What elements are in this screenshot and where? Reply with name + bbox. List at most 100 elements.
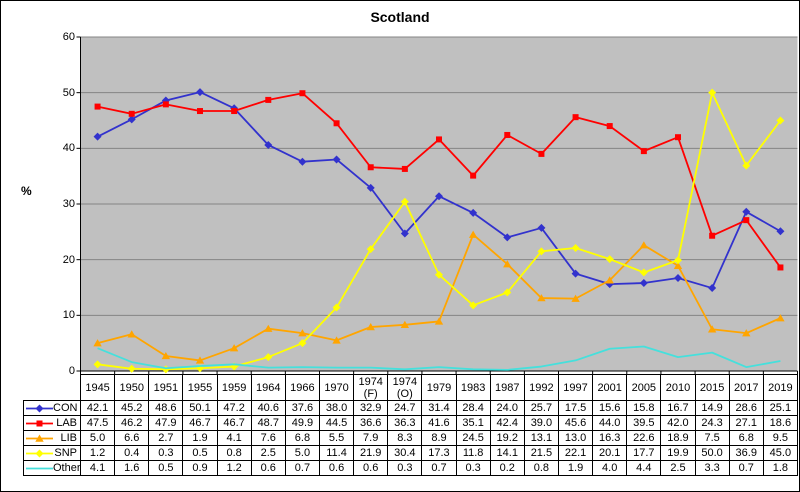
snp-marker	[332, 303, 341, 312]
snp-marker	[776, 116, 785, 125]
value-cell: 41.6	[421, 415, 457, 431]
value-cell: 0.8	[216, 445, 252, 461]
value-cell: 7.5	[694, 430, 730, 446]
table-row-snp: SNP 1.2 0.4 0.3 0.5 0.8 2.5 5.0 11.4 21.9 30.4 17.3…	[23, 445, 798, 461]
y-axis-tick-label: 60	[62, 31, 75, 43]
year-header-cell: 1951	[148, 374, 184, 401]
value-cell: 2.5	[250, 445, 286, 461]
year-header-cell: 1997	[557, 374, 594, 401]
con-marker	[93, 132, 102, 141]
value-cell: 18.9	[660, 430, 696, 446]
con-marker	[469, 208, 478, 217]
value-cell: 0.9	[182, 460, 218, 476]
value-cell: 5.0	[79, 430, 116, 446]
lab-marker	[777, 264, 784, 271]
value-cell: 0.7	[728, 460, 764, 476]
year-header-cell: 1979	[421, 374, 457, 401]
value-cell: 17.7	[626, 445, 662, 461]
lab-marker	[367, 164, 374, 171]
year-header-cell: 1970	[318, 374, 355, 401]
value-cell: 39.5	[626, 415, 662, 431]
legend-key-other-icon	[26, 467, 53, 469]
year-header-cell: 2001	[592, 374, 628, 401]
value-cell: 0.5	[182, 445, 218, 461]
value-cell: 20.1	[592, 445, 628, 461]
y-axis-tick-label: 10	[62, 309, 75, 322]
year-header-cell: 2015	[694, 374, 730, 401]
year-header-cell: 2019	[762, 374, 798, 401]
lab-marker	[94, 103, 101, 110]
value-cell: 1.9	[182, 430, 218, 446]
con-marker	[571, 269, 580, 278]
year-header-cell: 1955	[182, 374, 218, 401]
value-cell: 1.8	[762, 460, 798, 476]
lib-marker	[537, 294, 546, 302]
value-cell: 47.2	[216, 400, 252, 416]
value-cell: 25.7	[523, 400, 559, 416]
value-cell: 46.2	[114, 415, 150, 431]
lib-marker	[93, 339, 102, 347]
snp-marker	[127, 364, 136, 373]
lib-marker	[161, 351, 171, 360]
value-cell: 6.6	[114, 430, 150, 446]
value-cell: 0.7	[421, 460, 457, 476]
lib-marker	[605, 276, 614, 284]
con-marker	[742, 207, 751, 216]
con-marker	[196, 88, 204, 97]
value-cell: 4.0	[592, 460, 628, 476]
value-cell: 0.7	[284, 460, 320, 476]
value-cell: 32.9	[353, 400, 389, 416]
value-cell: 46.7	[216, 415, 252, 431]
value-cell: 25.1	[762, 400, 798, 416]
value-cell: 15.6	[592, 400, 628, 416]
lib-marker	[673, 261, 683, 269]
value-cell: 48.6	[148, 400, 184, 416]
lib-marker	[332, 336, 341, 344]
table-row-other: Other 4.1 1.6 0.5 0.9 1.2 0.6 0.7 0.6 0.6 0.3 0.7 0.…	[23, 460, 798, 476]
value-cell: 5.5	[318, 430, 355, 446]
table-row-lib: LIB 5.0 6.6 2.7 1.9 4.1 7.6 6.8 5.5 7.9 8.3 8.9 24.5…	[23, 430, 798, 446]
value-cell: 37.6	[284, 400, 320, 416]
snp-marker	[298, 339, 307, 348]
value-cell: 5.0	[284, 445, 320, 461]
value-cell: 17.3	[421, 445, 457, 461]
series-name-label: Other	[53, 462, 81, 474]
lab-marker	[333, 120, 340, 127]
value-cell: 45.6	[557, 415, 594, 431]
plot-area	[76, 36, 798, 375]
year-header-cell: 1950	[114, 374, 150, 401]
value-cell: 27.1	[728, 415, 764, 431]
lab-marker	[538, 150, 545, 157]
lib-marker	[639, 241, 649, 249]
snp-marker	[469, 301, 478, 310]
value-cell: 0.6	[318, 460, 355, 476]
value-cell: 30.4	[387, 445, 423, 461]
lib-marker	[264, 324, 273, 332]
lib-marker	[434, 317, 444, 325]
value-cell: 0.3	[387, 460, 423, 476]
lab-marker	[128, 110, 135, 117]
lab-marker	[265, 96, 272, 103]
value-cell: 24.3	[694, 415, 730, 431]
snp-marker	[708, 88, 717, 97]
value-cell: 1.6	[114, 460, 150, 476]
series-name-label: CON	[53, 402, 78, 414]
con-marker	[503, 233, 512, 242]
lib-marker	[400, 320, 410, 328]
con-marker	[435, 192, 443, 201]
con-marker	[400, 229, 409, 238]
value-cell: 8.9	[421, 430, 457, 446]
value-cell: 4.1	[216, 430, 252, 446]
value-cell: 22.1	[557, 445, 594, 461]
lib-marker	[127, 330, 136, 338]
series-name-cell: LIB	[23, 430, 81, 446]
value-cell: 42.4	[489, 415, 525, 431]
value-cell: 50.0	[694, 445, 730, 461]
value-cell: 17.5	[557, 400, 594, 416]
lab-marker	[606, 123, 613, 130]
y-axis-label: %	[21, 184, 32, 198]
value-cell: 0.2	[489, 460, 525, 476]
year-header-cell: 1974 (F)	[353, 374, 389, 401]
value-cell: 0.3	[148, 445, 184, 461]
series-name-cell: SNP	[23, 445, 81, 461]
